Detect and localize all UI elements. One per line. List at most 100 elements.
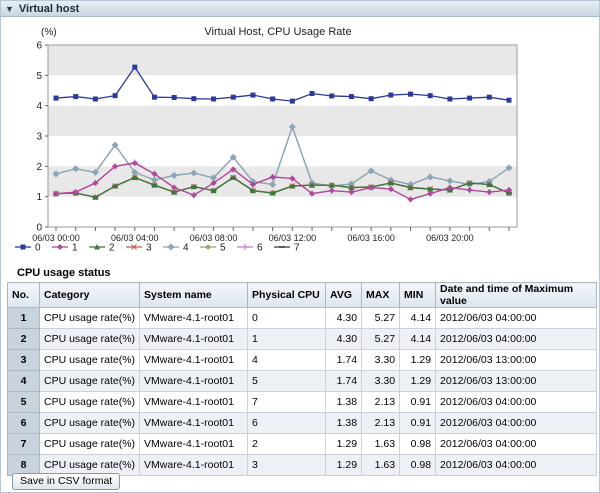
table-cell: 0.91 bbox=[399, 391, 437, 413]
row-number: 8 bbox=[7, 454, 40, 476]
save-csv-button[interactable]: Save in CSV format bbox=[12, 473, 121, 490]
table-cell: 1.29 bbox=[399, 349, 437, 371]
data-point bbox=[348, 94, 354, 100]
series-2 bbox=[53, 174, 512, 200]
table-cell: 2012/06/03 13:00:00 bbox=[435, 370, 597, 392]
data-point bbox=[132, 64, 138, 70]
series-1 bbox=[53, 160, 512, 203]
data-point bbox=[427, 93, 433, 99]
data-point bbox=[289, 175, 296, 182]
chart-legend: 0 1 2 3 4 5 6 7 bbox=[15, 243, 300, 254]
x-tick-label: 06/03 04:00 bbox=[111, 233, 159, 243]
table-cell: 5 bbox=[247, 370, 327, 392]
data-point bbox=[72, 189, 79, 196]
table-cell: CPU usage rate(%) bbox=[38, 391, 141, 413]
table-cell: 0.91 bbox=[399, 412, 437, 434]
column-header[interactable]: MIN bbox=[399, 282, 437, 308]
column-header[interactable]: Category bbox=[38, 282, 141, 308]
y-tick-label: 1 bbox=[36, 192, 42, 203]
series-line bbox=[55, 176, 510, 198]
table-cell: VMware-4.1-root01 bbox=[139, 433, 249, 455]
table-cell: VMware-4.1-root01 bbox=[139, 370, 249, 392]
data-point bbox=[289, 183, 296, 189]
data-point bbox=[269, 180, 277, 189]
table-cell: VMware-4.1-root01 bbox=[139, 412, 249, 434]
data-point bbox=[368, 96, 374, 102]
table-cell: 5.27 bbox=[361, 328, 401, 350]
row-number: 2 bbox=[7, 328, 40, 350]
data-point bbox=[289, 98, 295, 104]
table-cell: 2012/06/03 04:00:00 bbox=[435, 391, 597, 413]
table-cell: VMware-4.1-root01 bbox=[139, 307, 249, 329]
data-point bbox=[230, 94, 236, 100]
table-cell: 2012/06/03 04:00:00 bbox=[435, 454, 597, 476]
column-header[interactable]: Physical CPU bbox=[247, 282, 327, 308]
table-cell: 2012/06/03 13:00:00 bbox=[435, 349, 597, 371]
data-point bbox=[467, 95, 473, 101]
data-point bbox=[91, 168, 99, 176]
data-point bbox=[92, 194, 99, 200]
data-point bbox=[190, 183, 197, 190]
table-cell: 1.63 bbox=[361, 454, 401, 476]
table-cell: 2012/06/03 04:00:00 bbox=[435, 433, 597, 455]
data-point bbox=[466, 180, 473, 186]
table-cell: 2 bbox=[247, 433, 327, 455]
series-4 bbox=[52, 123, 513, 190]
series-line bbox=[55, 65, 510, 102]
data-point bbox=[131, 244, 137, 250]
x-tick-label: 06/03 08:00 bbox=[190, 233, 238, 243]
data-point bbox=[131, 174, 138, 181]
table-cell: VMware-4.1-root01 bbox=[139, 391, 249, 413]
table-cell: 2.13 bbox=[361, 412, 401, 434]
data-point bbox=[270, 96, 276, 102]
panel-header[interactable]: ▼ Virtual host bbox=[1, 1, 599, 17]
y-tick-label: 2 bbox=[36, 162, 42, 173]
table-cell: 4.14 bbox=[399, 328, 437, 350]
data-point bbox=[328, 182, 335, 188]
grid-band bbox=[48, 166, 517, 197]
data-point bbox=[506, 186, 512, 193]
column-header[interactable]: MAX bbox=[361, 282, 401, 308]
data-point bbox=[205, 244, 211, 250]
data-point bbox=[407, 196, 414, 203]
chart-title: Virtual Host, CPU Usage Rate bbox=[204, 26, 351, 38]
data-point bbox=[288, 123, 296, 131]
table-cell: CPU usage rate(%) bbox=[38, 454, 141, 476]
data-point bbox=[242, 244, 248, 250]
table-row: 6 CPU usage rate(%) VMware-4.1-root01 6 1.38… bbox=[7, 412, 597, 434]
collapse-triangle-icon[interactable]: ▼ bbox=[5, 3, 14, 14]
column-header[interactable]: System name bbox=[139, 282, 249, 308]
table-cell: 0 bbox=[247, 307, 327, 329]
table-cell: CPU usage rate(%) bbox=[38, 307, 141, 329]
grid-band bbox=[48, 45, 517, 76]
x-tick-label: 06/03 20:00 bbox=[426, 233, 474, 243]
data-point bbox=[190, 192, 197, 199]
y-tick-label: 3 bbox=[36, 132, 42, 143]
table-row: 2 CPU usage rate(%) VMware-4.1-root01 1 4.30… bbox=[7, 328, 597, 350]
table-cell: 3.30 bbox=[361, 370, 401, 392]
column-header[interactable]: Date and time of Maximum value bbox=[435, 282, 597, 308]
data-point bbox=[210, 187, 217, 194]
data-point bbox=[190, 169, 198, 177]
row-number: 7 bbox=[7, 433, 40, 455]
table-cell: VMware-4.1-root01 bbox=[139, 328, 249, 350]
x-tick-label: 06/03 12:00 bbox=[269, 233, 317, 243]
row-number: 1 bbox=[7, 307, 40, 329]
data-point bbox=[269, 190, 276, 196]
data-point bbox=[112, 93, 118, 99]
column-header[interactable]: No. bbox=[7, 282, 40, 308]
data-point bbox=[427, 190, 434, 197]
data-point bbox=[309, 182, 316, 188]
data-point bbox=[368, 184, 375, 191]
column-header[interactable]: AVG bbox=[325, 282, 363, 308]
data-point bbox=[486, 181, 493, 188]
data-point bbox=[447, 96, 453, 102]
table-row: 4 CPU usage rate(%) VMware-4.1-root01 5 1.74… bbox=[7, 370, 597, 392]
data-point bbox=[112, 183, 119, 189]
data-point bbox=[505, 164, 513, 172]
table-cell: 1.38 bbox=[325, 412, 363, 434]
cpu-usage-table: No. Category System name Physical CPU AVG MAX… bbox=[7, 282, 597, 476]
legend-label: 5 bbox=[220, 243, 226, 254]
chart-svg: Virtual Host, CPU Usage Rate (%) 0 1 2 3 4 5 6… bbox=[15, 26, 518, 254]
